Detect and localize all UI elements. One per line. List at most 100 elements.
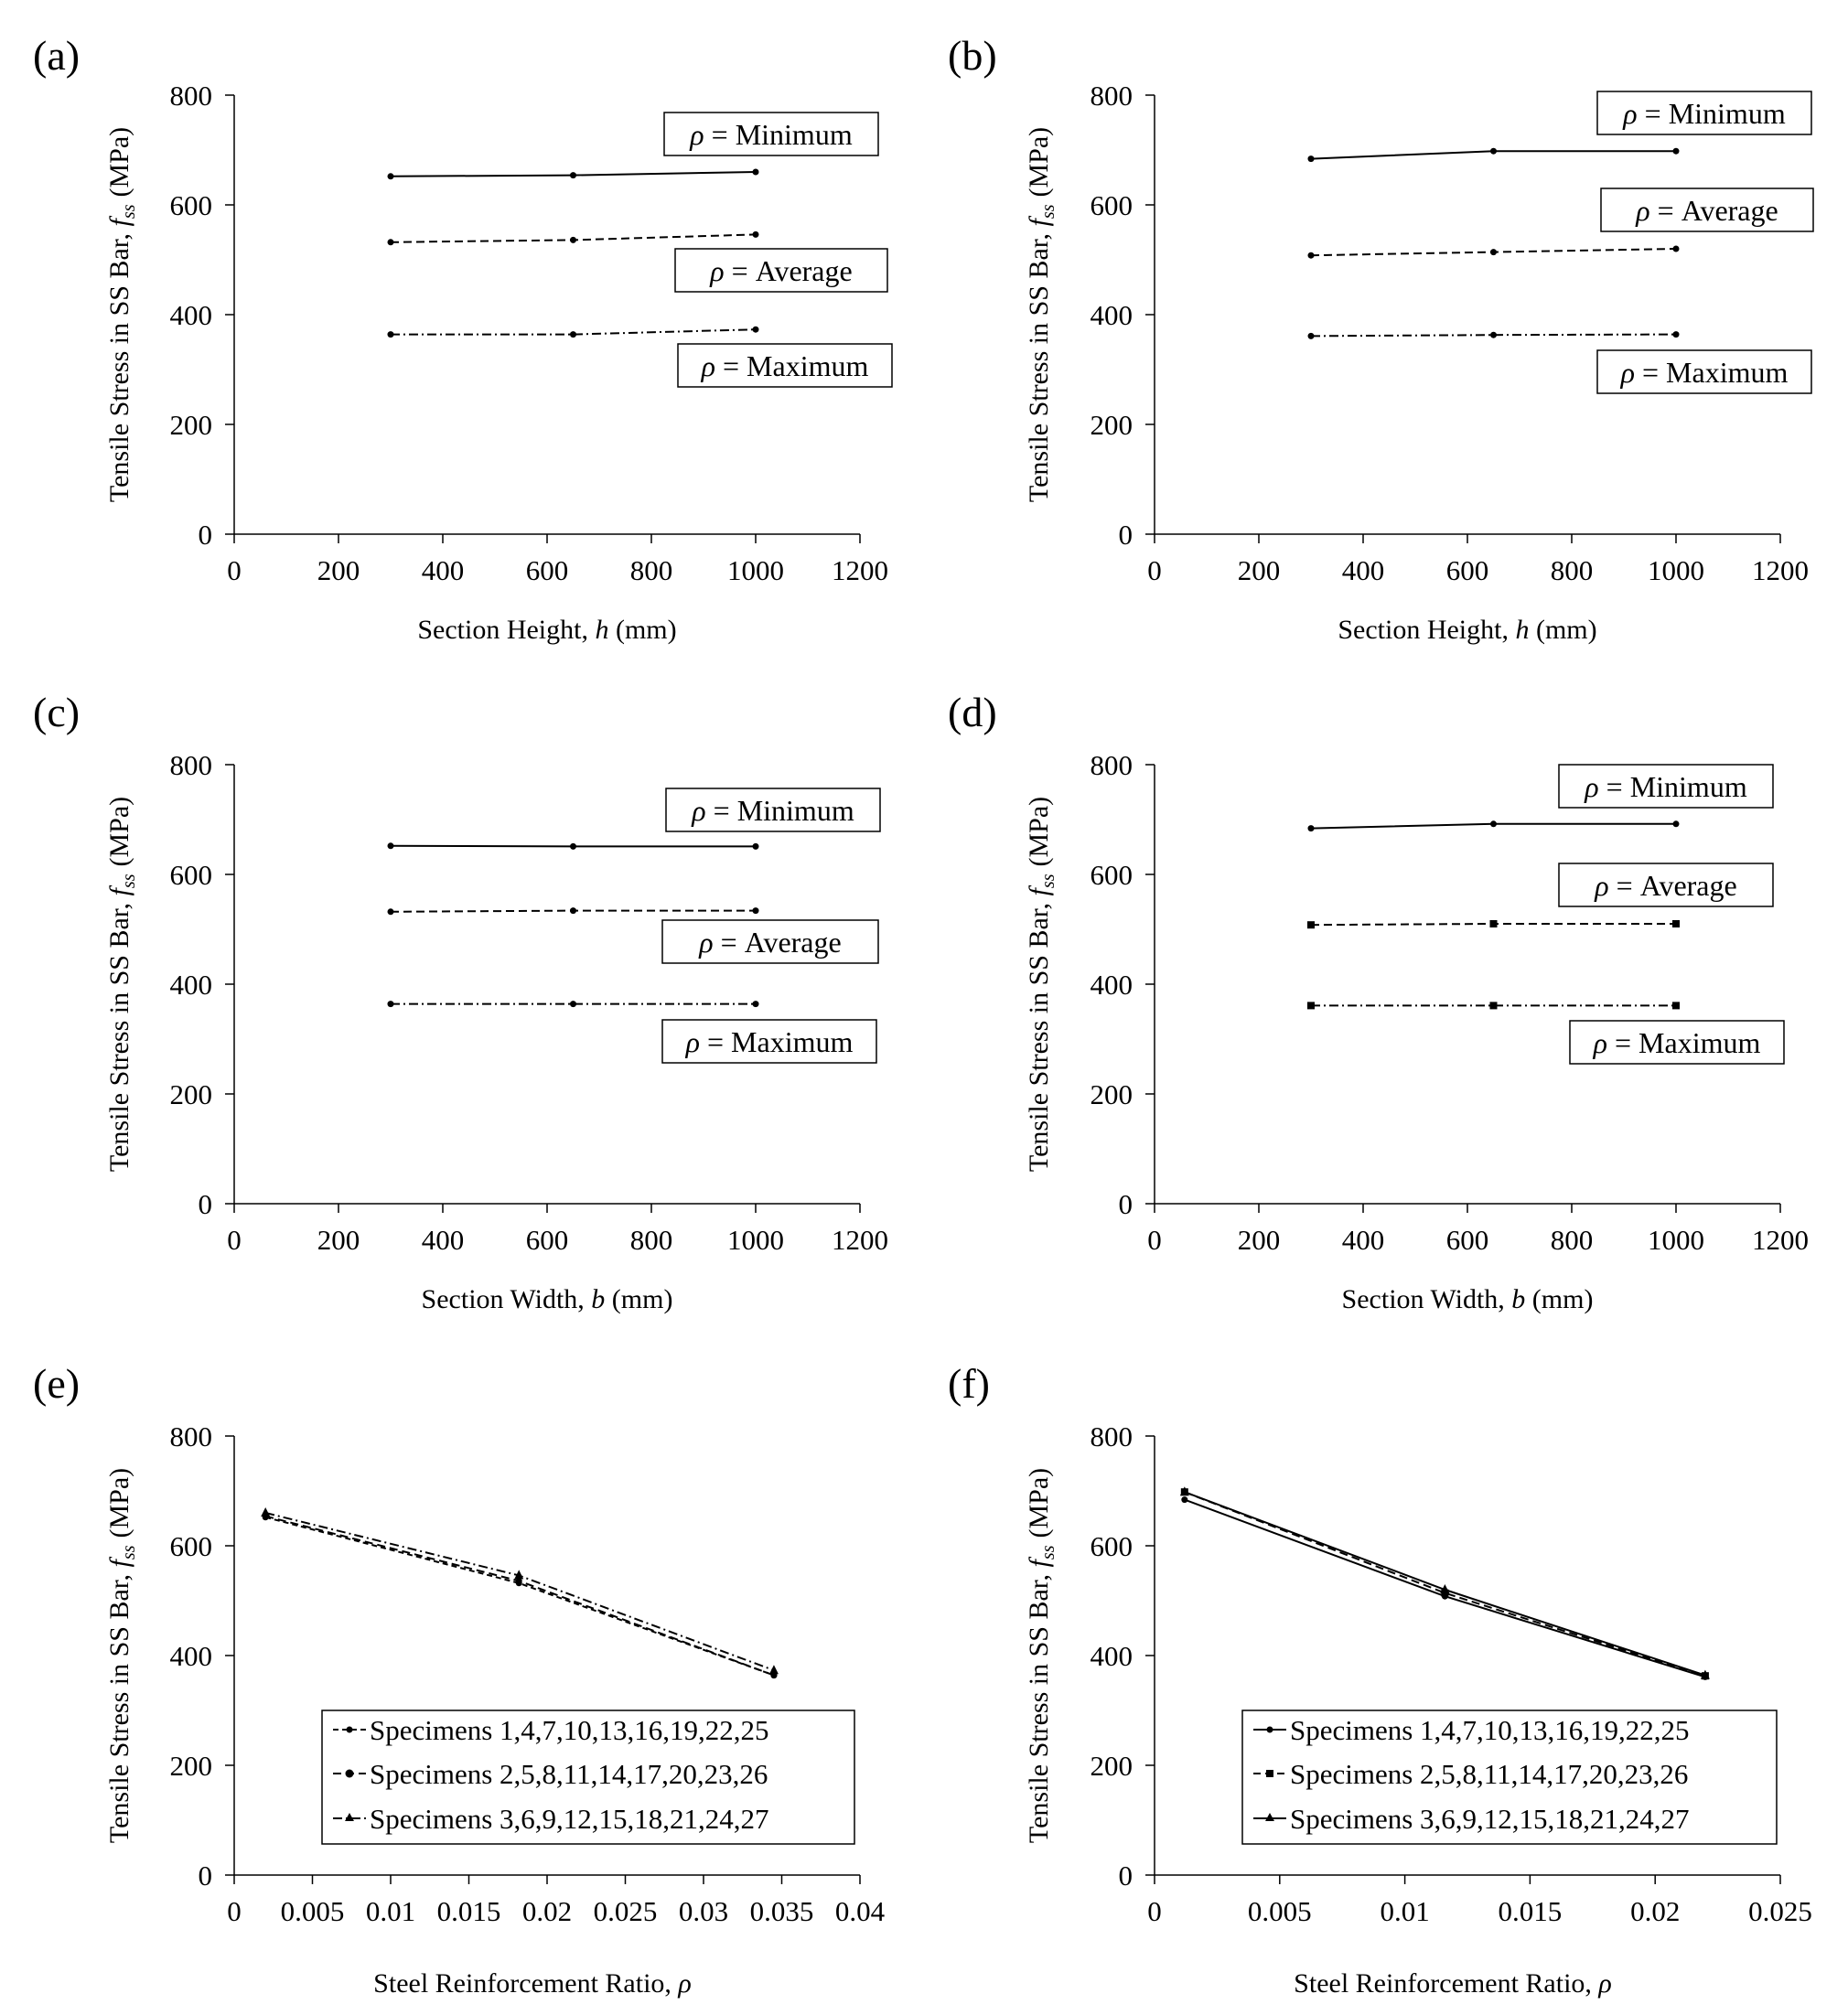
y-axis-label-unit: (MPa) <box>104 127 134 198</box>
y-axis-label-main: Tensile Stress in SS Bar, <box>104 1574 134 1843</box>
annotation-text: = Average <box>732 254 853 287</box>
data-point <box>570 172 576 179</box>
panel-label: (b) <box>948 32 997 79</box>
x-axis-label-main: Section Width, <box>1342 1284 1505 1314</box>
data-point <box>1672 147 1680 155</box>
y-axis-label-unit: (MPa) <box>104 797 134 867</box>
annotation-text: = Average <box>1617 869 1737 902</box>
x-tick-label: 600 <box>1446 1224 1489 1256</box>
annotation-frame <box>663 112 879 156</box>
x-tick-label: 400 <box>422 1224 465 1256</box>
annotation-rho: ρ <box>1622 97 1637 130</box>
x-tick-label: 800 <box>1551 1224 1594 1256</box>
y-axis-label: Tensile Stress in SS Bar, fss(MPa) <box>1024 1468 1058 1843</box>
x-tick-label: 1000 <box>727 1224 784 1256</box>
data-point <box>1490 249 1497 256</box>
panel-b: (b) Tensile Stress in SS Bar, fss(MPa) S… <box>948 32 1814 645</box>
y-tick-label: 400 <box>170 1640 213 1672</box>
y-tick-label: 800 <box>170 1420 213 1452</box>
series-line <box>264 1515 775 1677</box>
y-tick-label: 800 <box>1091 80 1134 112</box>
legend-marker <box>1266 1770 1273 1777</box>
x-axis-label: Steel Reinforcement Ratio, ρ <box>1294 1968 1612 1999</box>
annotation-label: ρ = Minimum <box>1584 770 1747 803</box>
series-line <box>1184 1491 1706 1677</box>
legend-label: Specimens 1,4,7,10,13,16,19,22,25 <box>1290 1714 1690 1746</box>
annotation-rho: ρ <box>691 794 705 827</box>
data-point <box>387 173 394 180</box>
x-tick-label: 200 <box>317 1224 360 1256</box>
data-point <box>1672 1002 1680 1010</box>
data-point <box>570 236 576 243</box>
data-point <box>570 842 576 850</box>
data-point <box>1181 1496 1188 1504</box>
annotation-rho: ρ <box>1594 869 1608 902</box>
annotation-rho: ρ <box>1584 770 1598 803</box>
series-line <box>1310 333 1677 338</box>
x-tick-label: 1200 <box>1752 554 1809 586</box>
data-point <box>752 230 759 238</box>
annotation-rho: ρ <box>1593 1026 1607 1059</box>
data-point <box>1490 147 1497 155</box>
data-point <box>752 1001 759 1008</box>
data-point <box>752 326 759 333</box>
x-tick-label: 0.015 <box>437 1895 501 1927</box>
x-tick-label: 0.02 <box>1630 1895 1680 1927</box>
y-tick-label: 800 <box>170 80 213 112</box>
axes: 0 200 400 600 800 1000 1200 0 200 400 600 800 <box>170 749 889 1256</box>
plot-area <box>1307 147 1680 339</box>
x-axis-label-unit: (mm) <box>1532 1284 1594 1314</box>
y-axis-label-unit: (MPa) <box>1024 127 1054 198</box>
y-axis-label: Tensile Stress in SS Bar, fss(MPa) <box>104 1468 139 1843</box>
data-point <box>1489 1002 1498 1010</box>
annotation-label: ρ = Average <box>1635 194 1778 227</box>
plot-area <box>1307 820 1680 1010</box>
x-tick-label: 800 <box>1551 554 1594 586</box>
data-point <box>1307 155 1315 163</box>
annotation-text: = Maximum <box>723 349 868 382</box>
panel-label: (e) <box>33 1360 80 1407</box>
data-point <box>570 907 576 915</box>
annotation-label: ρ = Maximum <box>1620 356 1789 389</box>
axes: 0 200 400 600 800 1000 1200 0 200 400 600 800 <box>1091 749 1810 1256</box>
x-tick-label: 800 <box>630 1224 673 1256</box>
y-tick-label: 600 <box>1091 859 1134 891</box>
y-axis-label-main: Tensile Stress in SS Bar, <box>1024 903 1054 1172</box>
plot-area <box>387 168 759 338</box>
x-tick-label: 0 <box>1147 1895 1162 1927</box>
x-axis-label-unit: (mm) <box>1536 615 1597 645</box>
y-tick-label: 200 <box>170 409 213 441</box>
legend-frame <box>321 1710 855 1845</box>
annotation-frame <box>1596 91 1812 135</box>
data-point <box>387 239 394 246</box>
x-tick-label: 200 <box>1238 554 1281 586</box>
plot-area <box>387 842 759 1008</box>
legend-marker <box>1265 1813 1274 1821</box>
data-point <box>387 331 394 338</box>
data-point <box>387 908 394 916</box>
y-tick-label: 600 <box>170 189 213 221</box>
data-point <box>1307 1002 1315 1010</box>
y-axis-label-unit: (MPa) <box>1024 797 1054 867</box>
data-point <box>1672 920 1680 927</box>
legend: Specimens 1,4,7,10,13,16,19,22,25 Specim… <box>321 1710 855 1845</box>
legend-frame <box>1241 1710 1778 1845</box>
x-tick-label: 400 <box>422 554 465 586</box>
annotation-box: ρ = Maximum <box>1596 349 1812 394</box>
annotation-frame <box>1569 1020 1785 1065</box>
x-axis-label: Section Width, b (mm) <box>422 1284 673 1314</box>
annotation-rho: ρ <box>1620 356 1635 389</box>
x-tick-label: 0.01 <box>366 1895 415 1927</box>
y-axis-label-main: Tensile Stress in SS Bar, <box>104 233 134 502</box>
x-axis-label-unit: (mm) <box>612 1284 673 1314</box>
annotation-text: = Maximum <box>707 1025 853 1058</box>
axes: 0 0.005 0.01 0.015 0.02 0.025 0.03 0.035 0.04 0 20… <box>170 1420 886 1927</box>
annotation-rho: ρ <box>1635 194 1649 227</box>
annotation-rho: ρ <box>701 349 715 382</box>
data-point <box>1700 1669 1710 1679</box>
y-tick-label: 800 <box>170 749 213 781</box>
y-axis-label-sub: ss <box>119 204 139 219</box>
y-tick-label: 800 <box>1091 1420 1134 1452</box>
x-axis-label-main: Section Width, <box>422 1284 585 1314</box>
x-tick-label: 0.005 <box>281 1895 345 1927</box>
